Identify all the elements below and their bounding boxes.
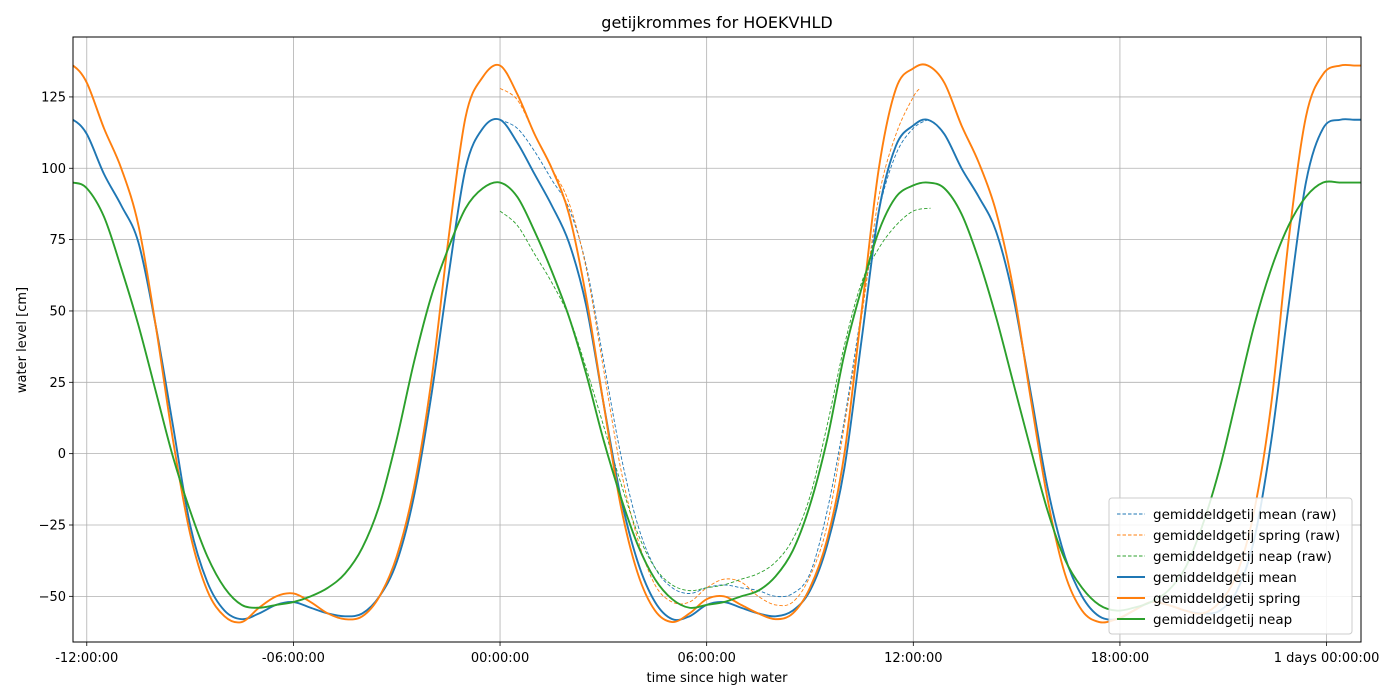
x-tick-label: 06:00:00 — [677, 651, 735, 666]
series-line-2 — [499, 207, 931, 592]
y-tick-label: 100 — [41, 162, 66, 177]
legend-label: gemiddeldgetij spring (raw) — [1153, 528, 1340, 544]
y-axis-title: water level [cm] — [15, 287, 30, 393]
y-tick-label: −25 — [39, 518, 66, 533]
x-tick-label: 00:00:00 — [471, 651, 529, 666]
y-tick-label: 125 — [41, 90, 66, 105]
y-tick-label: 75 — [49, 233, 66, 248]
y-tick-label: 25 — [49, 376, 66, 391]
legend-label: gemiddeldgetij mean (raw) — [1153, 507, 1336, 523]
x-axis: -12:00:00 -06:00:00 00:00:00 06:00:00 12:00:… — [55, 642, 1379, 666]
x-tick-label: -12:00:00 — [55, 651, 118, 666]
chart-title: getijkrommes for HOEKVHLD — [601, 13, 832, 32]
legend-box — [1108, 497, 1353, 635]
y-tick-label: 50 — [49, 304, 66, 319]
grid — [73, 37, 1361, 642]
x-tick-label: 12:00:00 — [884, 651, 942, 666]
legend-label: gemiddeldgetij spring — [1153, 591, 1301, 607]
legend-label: gemiddeldgetij mean — [1153, 570, 1297, 586]
x-tick-label: 18:00:00 — [1091, 651, 1149, 666]
x-axis-title: time since high water — [647, 671, 789, 686]
x-tick-label: 1 days 00:00:00 — [1274, 651, 1380, 666]
plot-frame — [72, 36, 1362, 643]
y-tick-label: 0 — [58, 447, 66, 462]
legend-label: gemiddeldgetij neap (raw) — [1153, 549, 1332, 565]
y-axis: −50 −25 0 25 50 75 100 125 — [39, 90, 73, 605]
legend-label: gemiddeldgetij neap — [1153, 612, 1292, 628]
legend: gemiddeldgetij mean (raw) gemiddeldgetij … — [1108, 497, 1353, 635]
x-tick-label: -06:00:00 — [262, 651, 325, 666]
y-tick-label: −50 — [39, 590, 66, 605]
